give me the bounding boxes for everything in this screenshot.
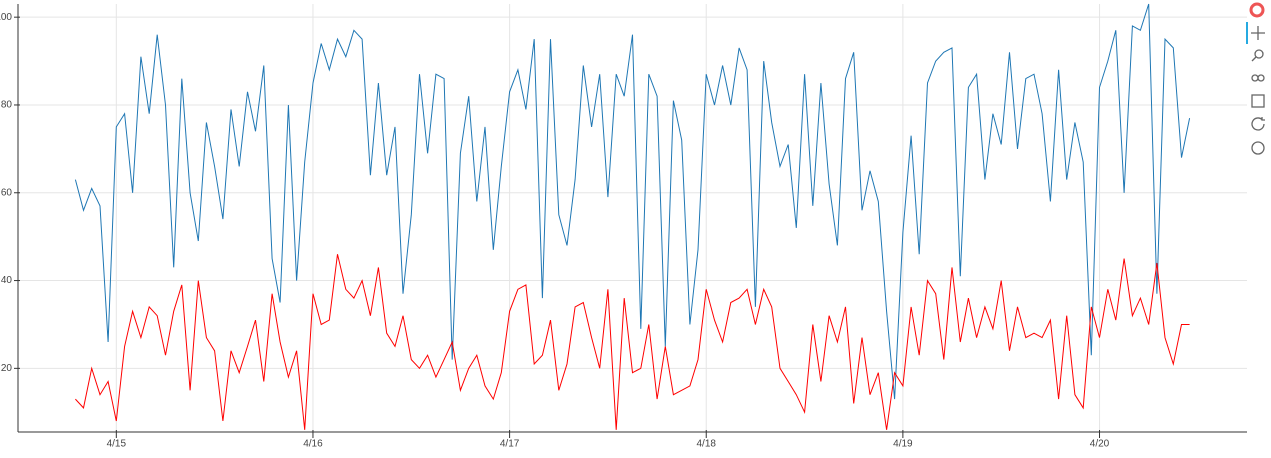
bokeh-logo bbox=[1249, 2, 1265, 18]
x-tick-label: 4/15 bbox=[107, 439, 127, 450]
help-tool[interactable] bbox=[1251, 141, 1265, 155]
wheel-zoom-tool[interactable] bbox=[1251, 74, 1265, 82]
x-tick-label: 4/16 bbox=[303, 439, 323, 450]
x-tick-label: 4/17 bbox=[500, 439, 520, 450]
y-tick-label: 100 bbox=[0, 12, 12, 23]
pan-tool[interactable] bbox=[1251, 26, 1265, 40]
line-series bbox=[75, 254, 1190, 430]
line-series bbox=[74, 3, 1191, 400]
reset-tool[interactable] bbox=[1251, 117, 1265, 131]
x-tick-label: 4/20 bbox=[1090, 439, 1110, 450]
y-tick-label: 20 bbox=[1, 363, 13, 374]
x-tick-label: 4/19 bbox=[893, 439, 913, 450]
zoom-tool[interactable] bbox=[1251, 49, 1264, 62]
x-tick-label: 4/18 bbox=[697, 439, 717, 450]
y-tick-label: 60 bbox=[1, 187, 13, 198]
y-tick-label: 80 bbox=[1, 100, 13, 111]
save-tool[interactable] bbox=[1251, 94, 1265, 108]
y-tick-label: 40 bbox=[1, 275, 13, 286]
toolbar bbox=[1246, 2, 1265, 155]
